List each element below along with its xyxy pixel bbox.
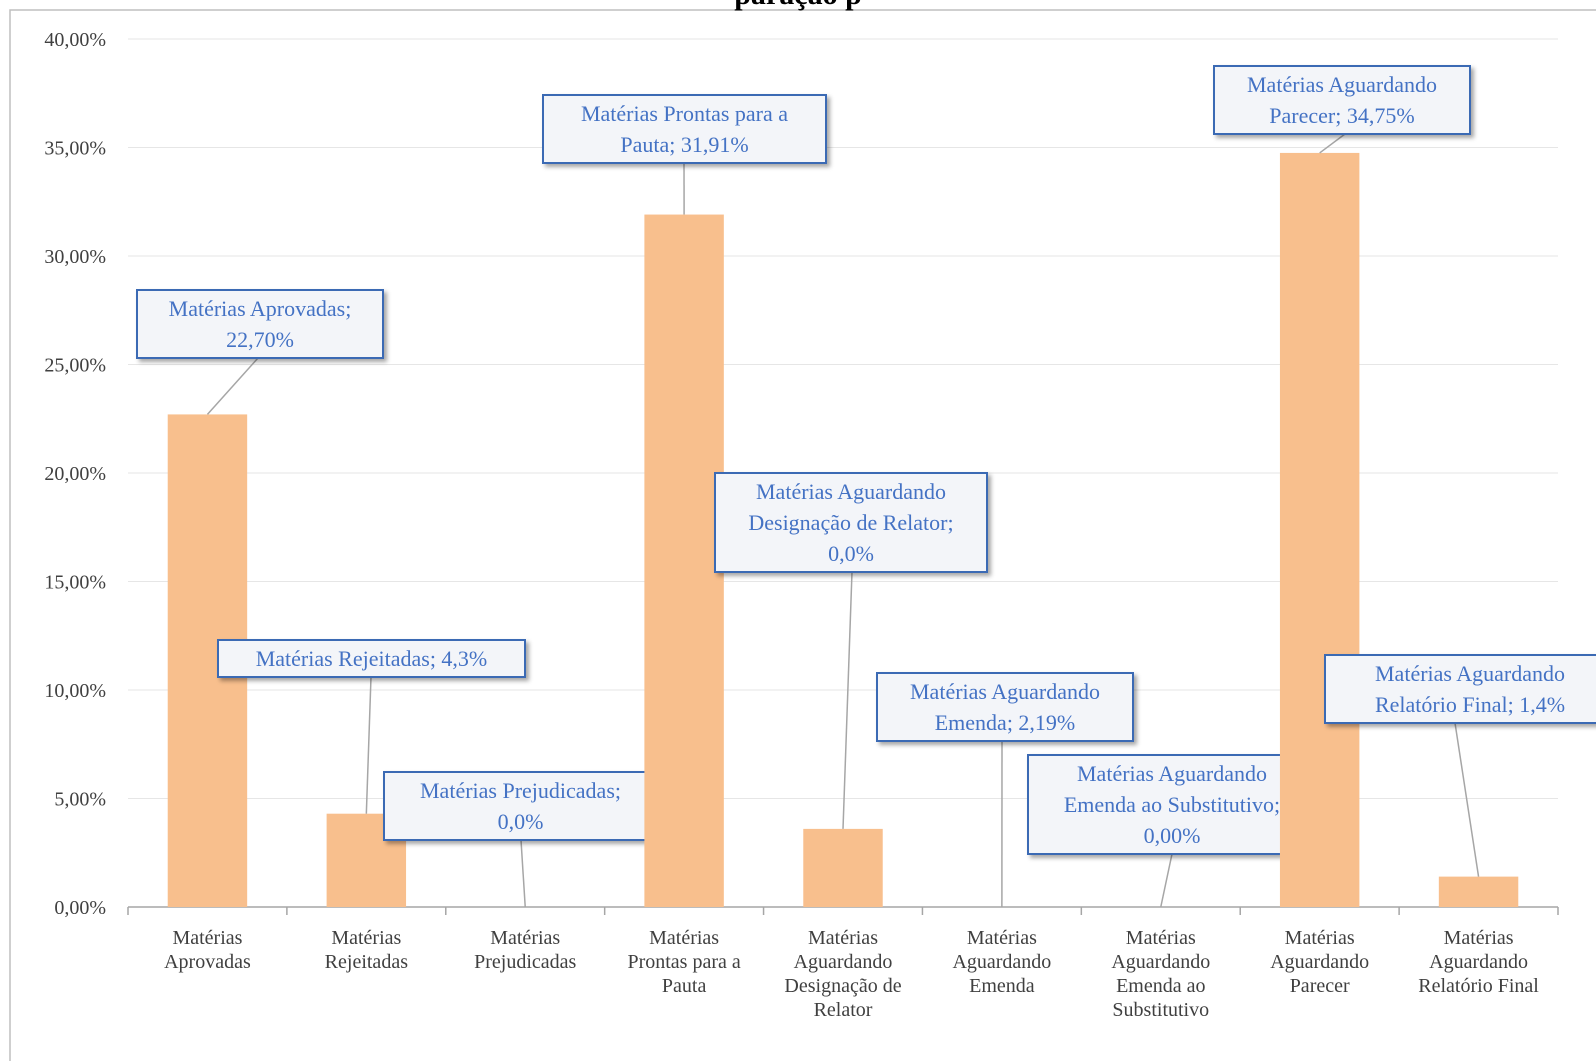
x-tick-label: Matérias Aguardando Emenda — [952, 927, 1051, 997]
annotation-line: Matérias Rejeitadas; 4,3% — [256, 646, 488, 671]
leader-line — [520, 839, 526, 908]
annotation-line: Matérias Prejudicadas; — [420, 778, 621, 803]
annotation-line: Matérias Aguardando — [1077, 761, 1267, 786]
x-tick-label: Matérias Prejudicadas — [474, 927, 576, 973]
annotation: Matérias Prejudicadas; 0,0% — [420, 778, 621, 834]
annotation: Matérias Aguardando Relatório Final; 1,4% — [1375, 661, 1565, 717]
leader-line — [206, 357, 259, 415]
x-tick-label-line: Matérias — [331, 927, 401, 949]
annotation: Matérias Aprovadas; 22,70% — [169, 296, 352, 352]
x-tick-label: Matérias Aprovadas — [164, 927, 251, 973]
y-tick-label: 5,00% — [54, 789, 106, 811]
x-tick-label-line: Matérias — [649, 927, 719, 949]
x-tick-label: Matérias Prontas para a Pauta — [627, 927, 740, 997]
x-tick-label-line: Emenda ao — [1116, 975, 1205, 997]
annotation-box — [136, 289, 384, 359]
bar — [803, 828, 883, 907]
x-tick-label-line: Aguardando — [794, 951, 893, 973]
annotation-line: Matérias Aguardando — [1247, 72, 1437, 97]
annotation-box — [714, 472, 988, 573]
annotation-line: Matérias Aguardando — [756, 479, 946, 504]
annotation-box — [1027, 754, 1317, 855]
leader-line — [365, 676, 372, 814]
annotation-line: Emenda ao Substitutivo; — [1064, 792, 1280, 817]
x-tick-label-line: Emenda — [969, 975, 1035, 997]
x-tick-label: Matérias Rejeitadas — [325, 927, 409, 973]
x-tick-label-line: Relator — [814, 999, 873, 1021]
leader-line — [1160, 853, 1173, 908]
x-tick-label-line: Rejeitadas — [325, 951, 409, 973]
x-tick-label-line: Aguardando — [1270, 951, 1369, 973]
annotation-box — [1324, 654, 1596, 724]
annotation-box — [383, 771, 658, 841]
bar — [1279, 152, 1360, 908]
x-tick-label-line: Matérias — [172, 927, 242, 949]
annotation: Matérias Rejeitadas; 4,3% — [256, 646, 488, 671]
annotation-line: 22,70% — [226, 327, 294, 352]
annotation: Matérias Aguardando Emenda; 2,19% — [910, 679, 1100, 735]
y-tick-label: 40,00% — [44, 29, 106, 51]
y-tick-label: 25,00% — [44, 355, 106, 377]
x-tick-label: Matérias Aguardando Relatório Final — [1418, 927, 1539, 997]
annotation: Matérias Aguardando Parecer; 34,75% — [1247, 72, 1437, 128]
annotation-box — [1213, 65, 1471, 135]
x-tick-label-line: Parecer — [1290, 975, 1350, 997]
bar — [1438, 876, 1519, 907]
x-tick-label-line: Matérias — [808, 927, 878, 949]
x-tick-label-line: Substitutivo — [1112, 999, 1209, 1021]
annotation: Matérias Prontas para a Pauta; 31,91% — [581, 101, 788, 157]
x-tick-label-line: Matérias — [490, 927, 560, 949]
annotation: Matérias Aguardando Emenda ao Substitutiv… — [1064, 761, 1280, 848]
x-tick-label-line: Relatório Final — [1418, 975, 1539, 997]
x-tick-label-line: Matérias — [1285, 927, 1355, 949]
leader-line — [842, 571, 853, 829]
y-tick-label: 30,00% — [44, 246, 106, 268]
annotation-line: 0,0% — [828, 541, 874, 566]
x-tick-label-line: Aguardando — [1111, 951, 1210, 973]
y-tick-label: 0,00% — [54, 897, 106, 919]
leader-line — [1454, 722, 1480, 877]
annotation-box — [542, 94, 827, 164]
annotation-line: 0,0% — [498, 809, 544, 834]
x-tick-label: Matérias Aguardando Designação de Relator — [784, 927, 901, 1021]
y-tick-label: 35,00% — [44, 138, 106, 160]
x-tick-label-line: Matérias — [1126, 927, 1196, 949]
x-tick-label: Matérias Aguardando Emenda ao Substitutivo — [1111, 927, 1210, 1021]
leader-line — [1319, 133, 1346, 154]
y-tick-label: 10,00% — [44, 680, 106, 702]
x-tick-label-line: Matérias — [1444, 927, 1514, 949]
annotation: Matérias Aguardando Designação de Relator… — [748, 479, 953, 566]
x-tick-label: Matérias Aguardando Parecer — [1270, 927, 1369, 997]
x-tick-label-line: Designação de — [784, 975, 901, 997]
x-tick-label-line: Prejudicadas — [474, 951, 576, 973]
annotation-line: Emenda; 2,19% — [935, 710, 1076, 735]
x-tick-label-line: Aguardando — [952, 951, 1051, 973]
x-tick-label-line: Prontas para a — [627, 951, 740, 973]
y-tick-label: 20,00% — [44, 463, 106, 485]
annotation-line: 0,00% — [1144, 823, 1201, 848]
annotation-box — [217, 639, 526, 678]
x-tick-label-line: Matérias — [967, 927, 1037, 949]
x-tick-label-line: Pauta — [662, 975, 707, 997]
annotation-line: Designação de Relator; — [748, 510, 953, 535]
annotation-line: Matérias Aguardando — [910, 679, 1100, 704]
bar — [644, 214, 724, 908]
annotation-line: Matérias Aprovadas; — [169, 296, 352, 321]
annotation-line: Pauta; 31,91% — [620, 132, 748, 157]
annotation-line: Parecer; 34,75% — [1269, 103, 1414, 128]
y-tick-label: 15,00% — [44, 572, 106, 594]
x-tick-label-line: Aprovadas — [164, 951, 251, 973]
x-tick-label-line: Aguardando — [1429, 951, 1528, 973]
annotation-line: Relatório Final; 1,4% — [1375, 692, 1565, 717]
chart-title: paração p — [734, 0, 862, 11]
annotation-line: Matérias Prontas para a — [581, 101, 788, 126]
annotation-box — [876, 672, 1134, 742]
annotation-line: Matérias Aguardando — [1375, 661, 1565, 686]
